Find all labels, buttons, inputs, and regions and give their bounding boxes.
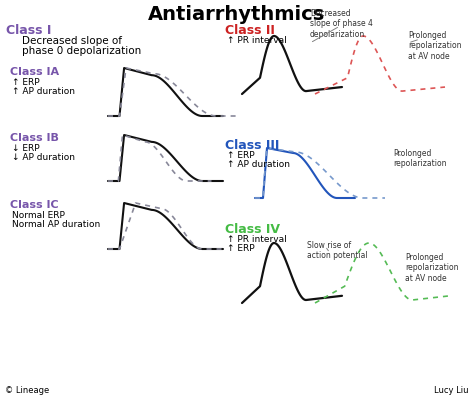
Text: Class IB: Class IB [10,133,59,143]
Text: ↓ AP duration: ↓ AP duration [12,153,75,162]
Text: Decreased
slope of phase 4
depolarization: Decreased slope of phase 4 depolarizatio… [310,9,373,39]
Text: ↑ ERP: ↑ ERP [227,151,255,160]
Text: Class IC: Class IC [10,200,59,210]
Text: ↑ AP duration: ↑ AP duration [12,87,75,96]
Text: ↓ ERP: ↓ ERP [12,144,40,153]
Text: Class II: Class II [225,24,275,37]
Text: ↑ AP duration: ↑ AP duration [227,160,290,169]
Text: ↑ PR interval: ↑ PR interval [227,36,287,45]
Text: © Lineage: © Lineage [5,386,49,395]
Text: Class I: Class I [6,24,51,37]
Text: ↑ ERP: ↑ ERP [227,244,255,253]
Text: ↑ PR interval: ↑ PR interval [227,235,287,244]
Text: phase 0 depolarization: phase 0 depolarization [22,46,141,56]
Text: Class III: Class III [225,139,279,152]
Text: Normal ERP: Normal ERP [12,211,65,220]
Text: Prolonged
repolarization: Prolonged repolarization [393,149,447,168]
Text: Lucy Liu: Lucy Liu [435,386,469,395]
Text: Antiarrhythmics: Antiarrhythmics [148,5,326,24]
Text: Prolonged
repolarization
at AV node: Prolonged repolarization at AV node [408,31,462,61]
Text: Decreased slope of: Decreased slope of [22,36,122,46]
Text: Slow rise of
action potential: Slow rise of action potential [307,241,368,260]
Text: Class IA: Class IA [10,67,59,77]
Text: Normal AP duration: Normal AP duration [12,220,100,229]
Text: Prolonged
repolarization
at AV node: Prolonged repolarization at AV node [405,253,458,283]
Text: ↑ ERP: ↑ ERP [12,78,40,87]
Text: Class IV: Class IV [225,223,280,236]
